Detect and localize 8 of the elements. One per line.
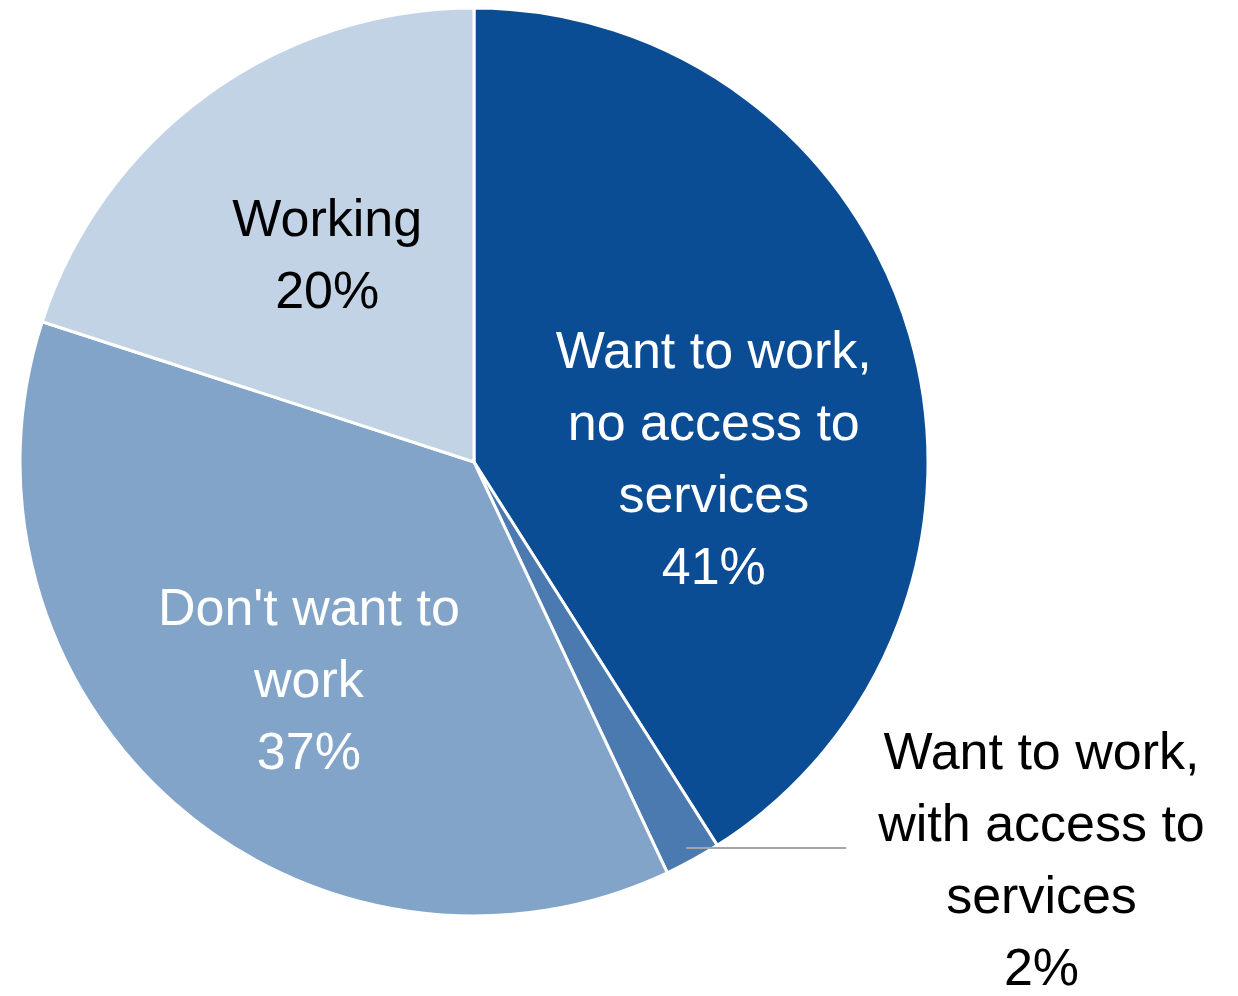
slice-label: Working — [232, 188, 423, 247]
slice-label: Want to work, no access to services — [555, 321, 872, 524]
slice-label: Want to work, with access to services — [877, 721, 1205, 924]
slice-label: Don't want to work — [157, 578, 460, 709]
data-label: 20% — [275, 260, 380, 319]
data-label: 2% — [1003, 937, 1080, 996]
data-label: 37% — [256, 722, 361, 781]
data-label: 41% — [661, 537, 766, 596]
